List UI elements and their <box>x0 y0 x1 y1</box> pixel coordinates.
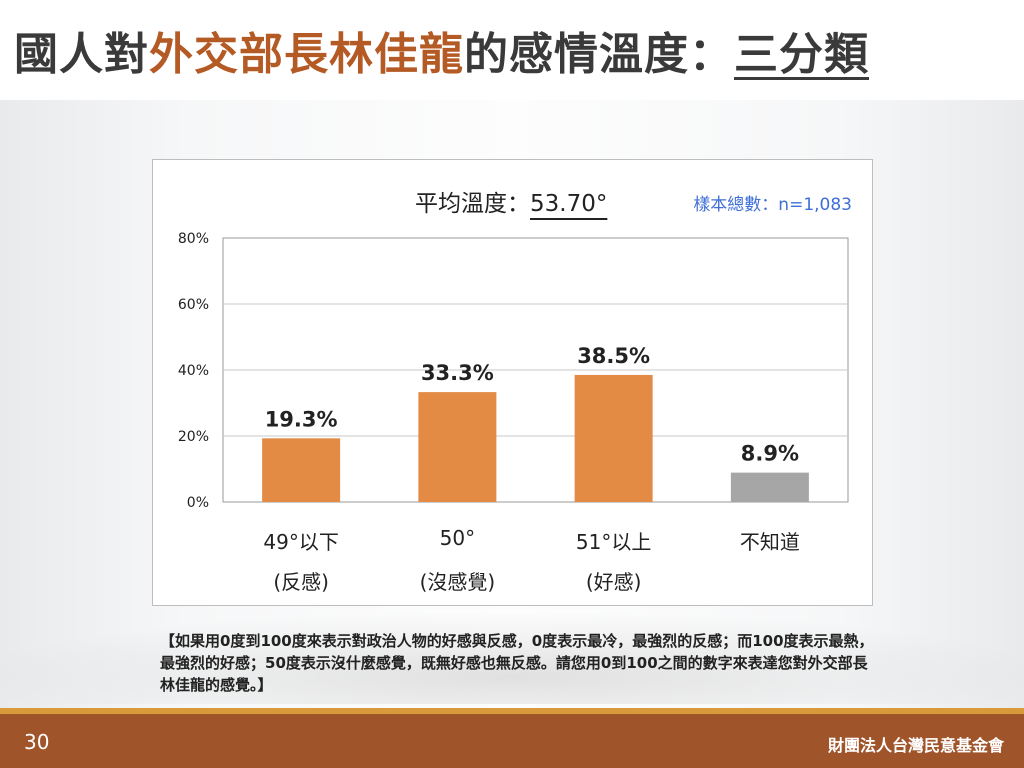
category-label: 49°以下 <box>263 530 339 554</box>
category-label: 50° <box>439 526 476 550</box>
page-title: 國人對外交部長林佳龍的感情溫度：三分類 <box>14 18 869 82</box>
category-sublabel: (反感) <box>273 570 329 594</box>
y-tick-label: 40% <box>178 363 209 379</box>
bar-value-label: 19.3% <box>265 407 338 431</box>
footer-bar: 30 財團法人台灣民意基金會 <box>0 714 1024 768</box>
background-blur <box>0 614 1024 704</box>
title-part-3: 的感情溫度： <box>464 29 734 80</box>
y-tick-label: 20% <box>178 429 209 445</box>
bar-chart: 0% 20% 40% 60% 80% 19.3% 33.3% 38.5% 8.9% <box>178 231 849 511</box>
bar-value-label: 8.9% <box>741 442 799 466</box>
page-number: 30 <box>24 730 50 754</box>
bar <box>730 472 809 502</box>
category-sublabel: (好感) <box>585 570 642 594</box>
y-tick-label: 80% <box>178 231 209 247</box>
bar-value-label: 38.5% <box>577 344 650 368</box>
title-highlight: 外交部長林佳龍 <box>149 29 464 80</box>
bar <box>574 374 653 502</box>
category-label: 不知道 <box>739 530 800 554</box>
title-underlined: 三分類 <box>734 29 869 80</box>
question-note: 【如果用0度到100度來表示對政治人物的好感與反感，0度表示最冷，最強烈的反感；… <box>160 632 874 694</box>
average-label: 平均溫度： <box>415 191 530 217</box>
bar-value-label: 33.3% <box>421 361 494 385</box>
average-temperature: 平均溫度：53.70° <box>415 184 607 218</box>
y-tick-label: 0% <box>187 495 209 511</box>
y-tick-label: 60% <box>178 297 209 313</box>
organization-name: 財團法人台灣民意基金會 <box>827 736 1004 755</box>
chart-panel: 平均溫度：53.70° 樣本總數：n=1,083 0% 20% 40% 60% 80% 1… <box>152 159 873 606</box>
average-value: 53.70° <box>530 191 608 217</box>
bar <box>262 438 341 502</box>
bar <box>418 392 497 502</box>
sample-size: 樣本總數：n=1,083 <box>693 195 852 215</box>
footer-accent-line <box>0 708 1024 714</box>
category-sublabel: (沒感覺) <box>419 570 496 594</box>
category-label: 51°以上 <box>575 530 652 554</box>
title-part-1: 國人對 <box>14 29 149 80</box>
